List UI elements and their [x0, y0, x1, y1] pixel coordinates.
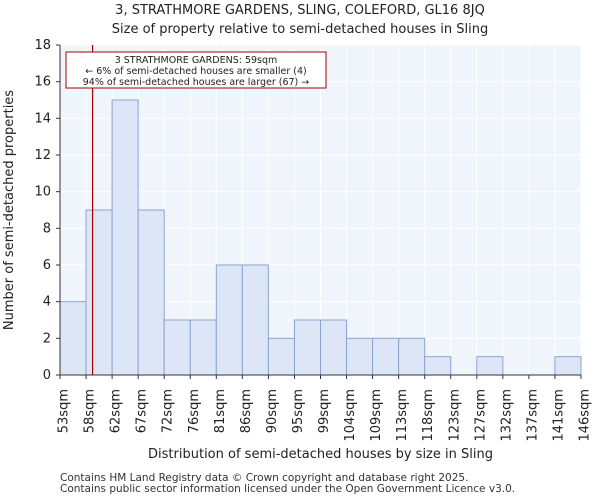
x-tick-label: 104sqm — [343, 389, 358, 442]
y-tick-label: 10 — [34, 185, 51, 200]
footer-line-2: Contains public sector information licen… — [60, 483, 516, 495]
histogram-bar — [293, 319, 322, 376]
x-tick-label: 137sqm — [525, 389, 540, 442]
x-tick-label: 81sqm — [213, 389, 228, 433]
y-tick-label: 6 — [43, 258, 51, 273]
x-tick-label: 141sqm — [551, 389, 566, 442]
y-tick-label: 4 — [43, 295, 51, 310]
histogram-bar — [554, 356, 582, 376]
x-tick-label: 146sqm — [578, 389, 593, 442]
annotation-box — [65, 51, 327, 89]
annotation-line-3: 94% of semi-detached houses are larger (… — [83, 77, 310, 88]
histogram-bar — [85, 209, 113, 376]
histogram-bar — [267, 337, 295, 376]
y-tick-label: 14 — [34, 111, 51, 126]
x-tick-label: 53sqm — [57, 389, 72, 433]
x-tick-label: 99sqm — [317, 389, 332, 433]
x-tick-label: 123sqm — [447, 389, 462, 442]
histogram-bar — [59, 301, 87, 376]
x-tick-label: 62sqm — [109, 389, 124, 433]
y-tick-label: 18 — [34, 38, 51, 53]
y-axis-label: Number of semi-detached properties — [2, 90, 17, 330]
x-tick-label: 109sqm — [369, 389, 384, 442]
x-tick-label: 72sqm — [161, 389, 176, 433]
y-tick-label: 0 — [43, 368, 51, 383]
histogram-bar — [111, 99, 139, 376]
chart-title: 3, STRATHMORE GARDENS, SLING, COLEFORD, … — [115, 3, 485, 18]
histogram-bar — [346, 337, 374, 376]
x-tick-label: 127sqm — [473, 389, 488, 442]
histogram-bar — [241, 264, 269, 376]
histogram-bar — [476, 356, 504, 376]
annotation-line-1: 3 STRATHMORE GARDENS: 59sqm — [115, 55, 278, 66]
histogram-bar — [320, 319, 348, 376]
x-tick-label: 113sqm — [395, 389, 410, 442]
x-tick-label: 58sqm — [83, 389, 98, 433]
x-axis-label: Distribution of semi-detached houses by … — [148, 447, 493, 462]
histogram-bar — [189, 319, 217, 376]
x-tick-label: 90sqm — [265, 389, 280, 433]
y-tick-label: 12 — [34, 148, 51, 163]
footer-line-1: Contains HM Land Registry data © Crown c… — [60, 472, 469, 484]
annotation-line-2: ← 6% of semi-detached houses are smaller… — [85, 66, 306, 77]
y-tick-label: 8 — [43, 221, 51, 236]
y-tick-label: 2 — [43, 331, 51, 346]
histogram-bar — [163, 319, 191, 376]
x-tick-label: 76sqm — [187, 389, 202, 433]
x-tick-label: 86sqm — [239, 389, 254, 433]
histogram-bar — [424, 356, 452, 376]
chart-subtitle: Size of property relative to semi-detach… — [111, 22, 489, 37]
x-tick-label: 132sqm — [499, 389, 514, 442]
histogram-bar — [398, 337, 426, 376]
y-tick-label: 16 — [34, 75, 51, 90]
histogram-bar — [215, 264, 243, 376]
histogram-bar — [372, 337, 400, 376]
histogram-bar — [137, 209, 165, 376]
x-tick-label: 118sqm — [421, 389, 436, 442]
x-tick-label: 67sqm — [135, 389, 150, 433]
x-tick-label: 95sqm — [291, 389, 306, 433]
